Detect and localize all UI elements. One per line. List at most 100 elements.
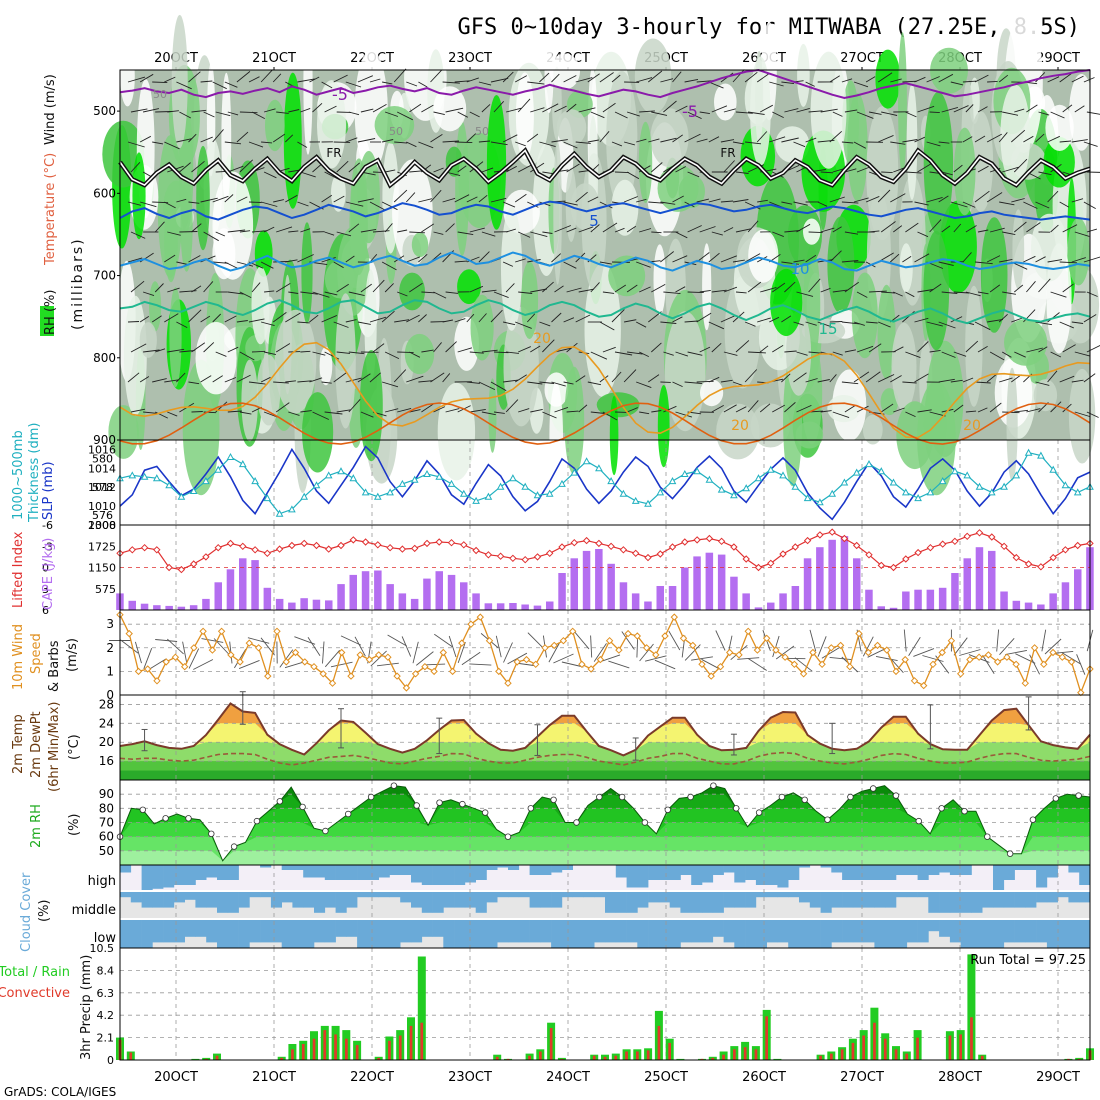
surface-barb-6	[166, 638, 184, 655]
rh-marker-28	[436, 799, 443, 806]
li-marker-39	[595, 539, 603, 548]
barb	[865, 76, 876, 83]
thickness-marker-61	[865, 460, 873, 468]
barb	[300, 107, 311, 113]
dewpoint-line	[119, 751, 1091, 766]
rh-marker-4	[162, 815, 169, 822]
barb	[297, 380, 312, 383]
cape-tick-1725: 1725	[88, 540, 116, 553]
barb	[276, 226, 293, 233]
cloud-bar-low-42	[572, 920, 584, 948]
cloud-bar-middle-58	[745, 892, 757, 908]
barb	[977, 291, 989, 295]
cloud-bar-low-66	[831, 920, 843, 943]
cloud-bar-low-84	[1025, 920, 1037, 943]
barb	[272, 133, 286, 143]
cape-bar-15	[300, 598, 308, 610]
rh-blob	[965, 285, 983, 407]
precip-total-bar-79	[967, 954, 976, 1060]
barb	[188, 309, 202, 323]
barb	[152, 378, 167, 383]
top-tick-21OCT: 21OCT	[252, 51, 296, 66]
barb	[300, 228, 311, 233]
rh-blob	[256, 354, 281, 426]
barb	[856, 111, 874, 119]
li-marker-62	[877, 561, 886, 570]
barb	[841, 78, 853, 83]
cloud-bar-middle-25	[389, 892, 401, 898]
footer-credit: GrADS: COLA/IGES	[4, 1085, 116, 1099]
barb	[905, 111, 917, 118]
rh-marker-76	[984, 833, 991, 840]
cloud-bar-high-29	[432, 865, 444, 885]
barb	[914, 317, 929, 323]
cloud-bar-middle-79	[971, 892, 983, 913]
cloud-bar-middle-84	[1025, 892, 1037, 908]
barb	[384, 283, 394, 293]
barb	[505, 283, 515, 293]
barb	[999, 377, 1013, 383]
li-marker-40	[607, 542, 615, 551]
barb	[914, 136, 925, 143]
cloud-bar-low-32	[464, 920, 476, 948]
barb	[1071, 139, 1088, 143]
wind-marker-17	[273, 627, 281, 636]
cape-bar-78	[1074, 569, 1082, 610]
barb	[566, 227, 577, 233]
rh-blob	[770, 268, 803, 337]
wind-marker-81	[864, 648, 873, 657]
thickness-marker-38	[582, 457, 591, 465]
li-marker-78	[1073, 541, 1082, 550]
wind-marker-29	[384, 653, 392, 661]
barb	[506, 351, 519, 354]
barb	[756, 131, 768, 143]
precip-conv-bar-60	[765, 1016, 768, 1060]
barb	[324, 291, 338, 296]
barb	[623, 369, 637, 383]
cloud-bar-high-18	[314, 865, 326, 878]
wind-marker-5	[162, 658, 170, 666]
rh-tick-50: 50	[99, 844, 114, 858]
cape-bar-43	[644, 601, 652, 610]
barb	[1047, 76, 1060, 83]
slp-line	[119, 445, 1091, 521]
cloud-bar-low-36	[508, 920, 520, 943]
rh-blob	[335, 293, 356, 429]
cloud-bar-low-35	[497, 920, 509, 943]
cloud-bar-low-47	[626, 920, 638, 943]
cloud-bar-low-29	[432, 920, 444, 937]
cloud-bar-low-78	[960, 920, 972, 948]
rh-marker-44	[618, 793, 626, 801]
cloud-bar-low-53	[691, 920, 703, 943]
barb	[143, 349, 160, 353]
barb	[566, 287, 582, 293]
precip-conv-bar-68	[851, 1042, 855, 1060]
barb	[167, 348, 185, 353]
barb	[1014, 221, 1027, 233]
rh-blob	[359, 350, 383, 462]
li-marker-32	[509, 554, 517, 563]
barb	[1035, 256, 1046, 263]
precip-conv-bar-26	[398, 1035, 402, 1060]
surface-barb-85	[903, 629, 907, 652]
cloud-bar-middle-2	[141, 892, 153, 908]
cape-bar-4	[165, 605, 173, 610]
bottom-date-ticks: 20OCT 21OCT 22OCT 23OCT 24OCT 25OCT 26OCT 27OCT…	[154, 1070, 1080, 1085]
barb	[853, 371, 870, 383]
li-marker-21	[374, 541, 382, 549]
rh-marker-24	[390, 782, 398, 789]
barb	[865, 195, 880, 203]
upper-rh-label: RH (%)	[43, 290, 58, 335]
barb	[469, 285, 484, 293]
cloud-bar-middle-46	[615, 892, 627, 913]
barb	[542, 339, 555, 353]
li-marker-64	[902, 555, 910, 563]
barb	[696, 198, 710, 203]
barb	[454, 80, 470, 83]
cape-bar-24	[410, 598, 419, 610]
cloud-bar-low-49	[648, 920, 660, 948]
barb	[176, 372, 186, 383]
cape-bar-28	[460, 582, 468, 610]
barb	[929, 219, 942, 233]
cloud-bar-low-40	[551, 920, 563, 948]
